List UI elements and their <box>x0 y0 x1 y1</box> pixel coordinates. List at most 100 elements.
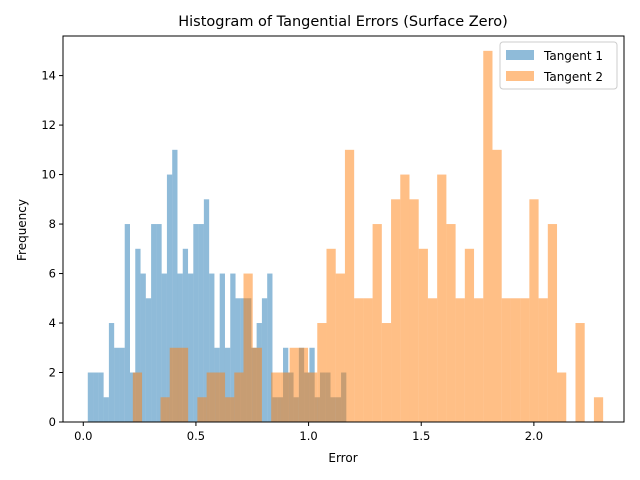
series-1-bin-33 <box>261 298 268 422</box>
series-1-bin-29 <box>240 298 247 422</box>
x-axis-label: Error <box>328 451 357 465</box>
series-1-bin-26 <box>224 347 231 422</box>
series-2-bin-12 <box>243 273 253 422</box>
series-1-bin-25 <box>219 273 225 422</box>
y-tick-label: 10 <box>41 168 56 182</box>
series-1-bin-2 <box>98 372 104 422</box>
series-1-bin-10 <box>140 273 146 422</box>
series-2-bin-33 <box>437 174 447 422</box>
series-2-bin-40 <box>501 298 511 422</box>
series-2-bin-16 <box>280 372 290 422</box>
series-1-bin-21 <box>198 224 204 422</box>
series-1-bin-11 <box>145 298 152 422</box>
series-1-bin-4 <box>108 323 115 422</box>
series-1-bin-3 <box>103 397 109 422</box>
series-1-bin-5 <box>114 347 120 422</box>
series-2-bin-43 <box>529 199 539 422</box>
series-2-bin-7 <box>197 397 207 422</box>
series-1-bin-19 <box>188 273 194 422</box>
series-2-bin-5 <box>178 347 189 422</box>
series-1-bin-12 <box>151 224 157 422</box>
bars-layer <box>87 50 604 422</box>
series-2-bin-26 <box>372 224 382 422</box>
series-2-bin-25 <box>363 298 373 422</box>
series-2-bin-39 <box>492 149 502 422</box>
series-2-bin-32 <box>427 298 438 422</box>
series-2-bin-4 <box>169 347 179 422</box>
series-1-bin-8 <box>130 372 136 422</box>
y-tick-label: 4 <box>49 316 56 330</box>
legend-swatch-2 <box>506 71 534 81</box>
series-2-bin-0 <box>132 372 143 422</box>
series-2-bin-42 <box>520 298 530 422</box>
series-2-bin-11 <box>234 372 244 422</box>
series-2-bin-37 <box>474 298 484 422</box>
y-tick-label: 14 <box>41 69 56 83</box>
series-1-bin-23 <box>209 273 215 422</box>
y-tick-label: 8 <box>49 217 56 231</box>
series-2-bin-28 <box>391 199 401 422</box>
series-2-bin-21 <box>326 248 336 422</box>
series-2-bin-35 <box>455 298 465 422</box>
series-2-bin-38 <box>483 50 493 422</box>
series-2-bin-22 <box>335 273 345 422</box>
series-1-bin-13 <box>156 224 162 422</box>
y-axis-label: Frequency <box>15 199 29 261</box>
series-1-bin-9 <box>135 248 141 422</box>
legend: Tangent 1 Tangent 2 <box>499 41 618 90</box>
legend-label-1: Tangent 1 <box>543 49 603 63</box>
series-1-bin-20 <box>193 224 199 422</box>
chart-title: Histogram of Tangential Errors (Surface … <box>178 14 508 30</box>
series-2-bin-44 <box>538 298 548 422</box>
series-2-bin-15 <box>271 372 281 422</box>
series-2-bin-31 <box>418 248 428 422</box>
series-2-bin-29 <box>400 174 410 422</box>
series-1-bin-7 <box>124 224 130 422</box>
series-2-bin-23 <box>344 149 355 422</box>
x-tick-label: 1.0 <box>299 429 317 443</box>
series-2-bin-13 <box>252 347 262 422</box>
series-2-bars <box>132 50 604 422</box>
x-tick-label: 0.0 <box>74 429 92 443</box>
legend-label-2: Tangent 2 <box>543 70 603 84</box>
x-tick-label: 0.5 <box>187 429 205 443</box>
series-2-bin-20 <box>317 323 327 422</box>
series-2-bin-48 <box>575 323 585 422</box>
series-1-bin-18 <box>182 248 189 422</box>
series-2-bin-19 <box>308 372 318 422</box>
series-1-bin-15 <box>166 174 173 422</box>
y-tick-label: 2 <box>49 366 56 380</box>
series-2-bin-8 <box>206 372 216 422</box>
series-1-bin-1 <box>93 372 99 422</box>
series-2-bin-50 <box>593 397 604 422</box>
series-1-bin-22 <box>203 199 210 422</box>
series-1-bin-27 <box>230 273 236 422</box>
series-2-bin-18 <box>298 347 309 422</box>
series-2-bin-46 <box>557 372 567 422</box>
series-2-bin-3 <box>160 397 170 422</box>
x-tick-label: 1.5 <box>412 429 430 443</box>
y-tick-label: 6 <box>49 267 56 281</box>
y-tick-label: 0 <box>49 415 56 429</box>
plot-frame <box>62 35 625 423</box>
series-2-bin-45 <box>547 224 558 422</box>
series-2-bin-41 <box>510 298 521 422</box>
series-2-bin-34 <box>446 224 456 422</box>
series-2-bin-30 <box>409 199 419 422</box>
series-2-bin-17 <box>289 347 299 422</box>
series-1-bin-16 <box>172 149 178 422</box>
series-2-bin-9 <box>215 372 226 422</box>
y-tick-label: 12 <box>41 118 56 132</box>
series-1-bin-28 <box>235 298 241 422</box>
series-1-bin-0 <box>87 372 94 422</box>
series-1-bin-14 <box>161 273 167 422</box>
series-2-bin-36 <box>464 248 475 422</box>
series-2-bin-24 <box>354 298 364 422</box>
series-2-bin-10 <box>225 397 235 422</box>
x-tick-label: 2.0 <box>525 429 543 443</box>
series-1-bin-6 <box>119 347 125 422</box>
axes-layer: 0.0 0.5 1.0 1.5 2.0 0 2 4 6 8 10 12 14 <box>41 35 625 443</box>
series-1-bin-34 <box>267 273 273 422</box>
